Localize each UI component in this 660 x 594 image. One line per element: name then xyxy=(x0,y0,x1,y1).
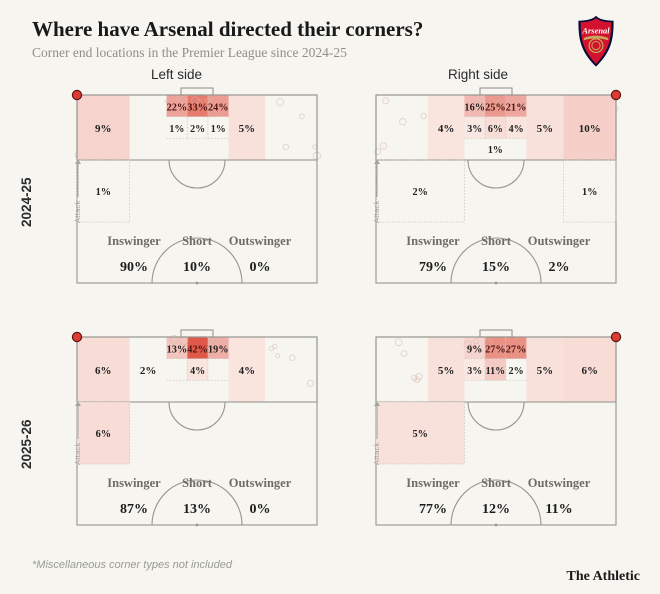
svg-text:2%: 2% xyxy=(190,124,205,135)
svg-text:22%: 22% xyxy=(167,103,188,114)
svg-text:6%: 6% xyxy=(96,429,111,440)
svg-text:Outswinger: Outswinger xyxy=(229,234,292,248)
svg-text:0%: 0% xyxy=(250,260,271,275)
svg-text:25%: 25% xyxy=(485,103,506,114)
svg-text:42%: 42% xyxy=(187,345,208,356)
svg-text:1%: 1% xyxy=(96,187,111,198)
svg-text:Short: Short xyxy=(182,234,213,248)
svg-text:5%: 5% xyxy=(412,429,427,440)
svg-text:6%: 6% xyxy=(95,365,112,377)
svg-text:10%: 10% xyxy=(579,123,601,135)
svg-text:12%: 12% xyxy=(482,502,510,517)
svg-text:4%: 4% xyxy=(509,124,524,135)
svg-text:4%: 4% xyxy=(438,123,455,135)
svg-text:9%: 9% xyxy=(467,345,482,356)
svg-text:1%: 1% xyxy=(211,124,226,135)
svg-text:Outswinger: Outswinger xyxy=(229,476,292,490)
svg-text:10%: 10% xyxy=(183,260,211,275)
svg-text:Short: Short xyxy=(481,476,512,490)
svg-text:3%: 3% xyxy=(467,366,482,377)
svg-text:79%: 79% xyxy=(419,260,447,275)
svg-text:4%: 4% xyxy=(239,365,256,377)
svg-text:33%: 33% xyxy=(187,103,208,114)
svg-text:19%: 19% xyxy=(208,345,229,356)
svg-text:11%: 11% xyxy=(486,366,505,377)
svg-text:1%: 1% xyxy=(169,124,184,135)
svg-text:21%: 21% xyxy=(506,103,527,114)
svg-text:13%: 13% xyxy=(183,502,211,517)
svg-text:5%: 5% xyxy=(438,365,455,377)
svg-text:6%: 6% xyxy=(581,365,598,377)
svg-text:3%: 3% xyxy=(467,124,482,135)
svg-text:2%: 2% xyxy=(549,260,570,275)
svg-text:Outswinger: Outswinger xyxy=(528,476,591,490)
svg-text:2%: 2% xyxy=(140,365,157,377)
svg-text:9%: 9% xyxy=(95,123,112,135)
svg-text:11%: 11% xyxy=(545,502,572,517)
svg-text:13%: 13% xyxy=(167,345,188,356)
svg-text:0%: 0% xyxy=(250,502,271,517)
svg-text:6%: 6% xyxy=(488,124,503,135)
svg-text:27%: 27% xyxy=(485,345,506,356)
svg-text:Short: Short xyxy=(182,476,213,490)
svg-text:Short: Short xyxy=(481,234,512,248)
svg-text:2%: 2% xyxy=(412,187,427,198)
svg-text:5%: 5% xyxy=(537,123,554,135)
svg-text:1%: 1% xyxy=(488,145,503,156)
svg-text:Inswinger: Inswinger xyxy=(406,476,460,490)
svg-text:16%: 16% xyxy=(464,103,485,114)
svg-text:4%: 4% xyxy=(190,366,205,377)
svg-text:Outswinger: Outswinger xyxy=(528,234,591,248)
svg-text:5%: 5% xyxy=(537,365,554,377)
svg-text:Inswinger: Inswinger xyxy=(107,476,161,490)
svg-text:27%: 27% xyxy=(506,345,527,356)
svg-text:2%: 2% xyxy=(509,366,524,377)
svg-text:15%: 15% xyxy=(482,260,510,275)
svg-text:87%: 87% xyxy=(120,502,148,517)
svg-text:90%: 90% xyxy=(120,260,148,275)
svg-text:77%: 77% xyxy=(419,502,447,517)
svg-text:24%: 24% xyxy=(208,103,229,114)
svg-text:Inswinger: Inswinger xyxy=(406,234,460,248)
svg-text:5%: 5% xyxy=(239,123,256,135)
svg-text:Inswinger: Inswinger xyxy=(107,234,161,248)
svg-text:1%: 1% xyxy=(582,187,597,198)
svg-text:Arsenal: Arsenal xyxy=(581,26,610,35)
